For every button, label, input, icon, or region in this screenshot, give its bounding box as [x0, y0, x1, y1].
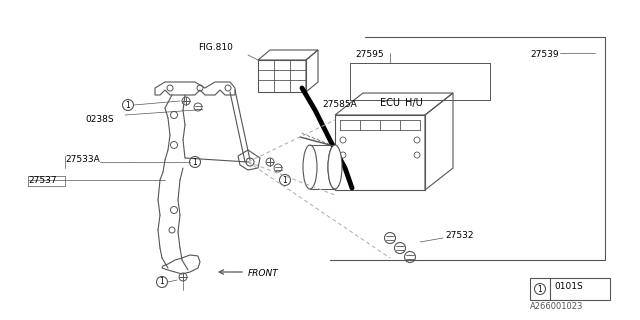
Text: 1: 1 [538, 284, 542, 293]
Text: A266001023: A266001023 [530, 302, 584, 311]
Text: FRONT: FRONT [248, 269, 279, 278]
Ellipse shape [328, 145, 342, 189]
Text: 1: 1 [193, 157, 197, 166]
Text: 27585A: 27585A [322, 100, 356, 109]
Text: 1: 1 [283, 175, 287, 185]
Text: FIG.810: FIG.810 [198, 43, 233, 52]
Text: 1: 1 [125, 100, 131, 109]
Text: 1: 1 [159, 277, 164, 286]
Text: H/U: H/U [405, 98, 423, 108]
Circle shape [189, 156, 200, 167]
Text: 0238S: 0238S [85, 115, 114, 124]
Circle shape [534, 284, 545, 294]
Text: 27537: 27537 [28, 175, 56, 185]
Text: 27532: 27532 [445, 230, 474, 239]
Text: 27595: 27595 [355, 50, 383, 59]
Bar [530, 278, 610, 300]
Text: 27533A: 27533A [65, 155, 100, 164]
Circle shape [157, 276, 168, 287]
Text: 0101S: 0101S [554, 282, 583, 291]
Circle shape [122, 100, 134, 110]
Text: ECU: ECU [380, 98, 400, 108]
Text: 27539: 27539 [530, 50, 559, 59]
Ellipse shape [303, 145, 317, 189]
Circle shape [280, 174, 291, 186]
